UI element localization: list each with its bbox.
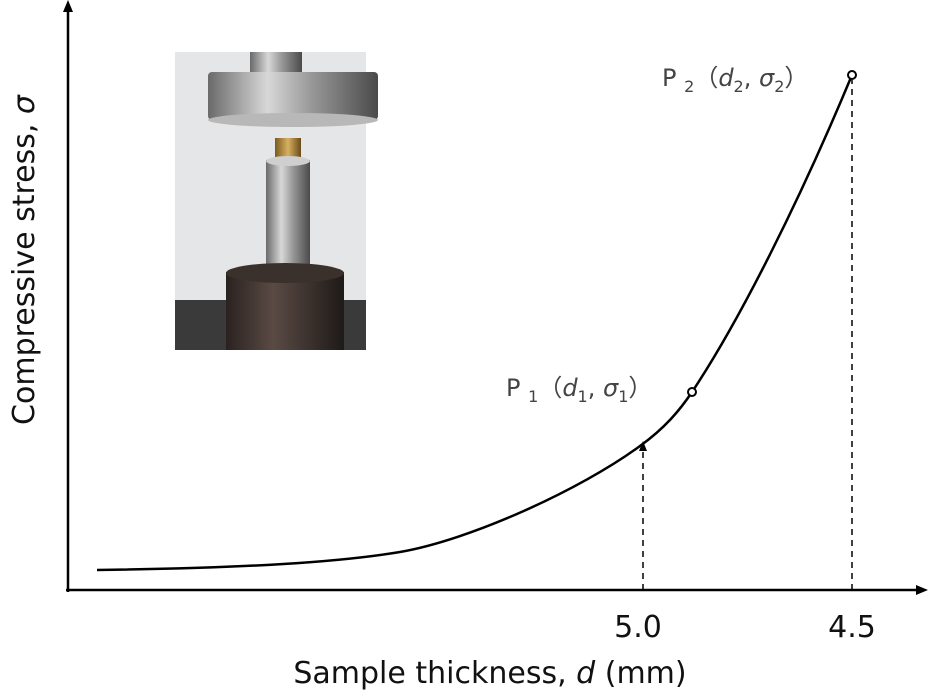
label-part: 2 bbox=[734, 77, 744, 96]
x-tick-label: 5.0 bbox=[614, 610, 662, 645]
point-marker bbox=[687, 387, 697, 397]
label-part: P bbox=[506, 374, 520, 402]
label-part: d bbox=[576, 656, 596, 691]
label-part: 2 bbox=[684, 77, 694, 96]
y-axis-title: Compressive stress, σ bbox=[7, 94, 42, 425]
label-part: ） bbox=[628, 374, 652, 402]
label-part: （ bbox=[694, 64, 718, 92]
label-part: （ bbox=[538, 374, 562, 402]
label-part: 1 bbox=[528, 387, 538, 406]
label-part: P bbox=[662, 64, 676, 92]
point-label: P 2（d2, σ2） bbox=[662, 64, 808, 96]
label-part: σ bbox=[7, 94, 42, 114]
label-part: Compressive stress, bbox=[7, 114, 42, 425]
label-part: d bbox=[718, 64, 734, 92]
label-part: 1 bbox=[618, 387, 628, 406]
x-tick-label: 4.5 bbox=[828, 610, 876, 645]
x-axis-title: Sample thickness, d (mm) bbox=[293, 656, 686, 691]
label-part: Sample thickness, bbox=[293, 656, 576, 691]
label-part: 1 bbox=[578, 387, 588, 406]
label-part: , bbox=[744, 64, 759, 92]
label-part: σ bbox=[759, 64, 775, 92]
curve bbox=[96, 74, 854, 572]
label-part: ） bbox=[784, 64, 808, 92]
label-part: 2 bbox=[774, 77, 784, 96]
label-part: σ bbox=[603, 374, 619, 402]
point-label: P 1（d1, σ1） bbox=[506, 374, 652, 406]
label-part: (mm) bbox=[595, 656, 686, 691]
point-marker bbox=[847, 70, 857, 80]
label-part: d bbox=[562, 374, 578, 402]
label-part: , bbox=[588, 374, 603, 402]
photo bbox=[175, 52, 378, 350]
